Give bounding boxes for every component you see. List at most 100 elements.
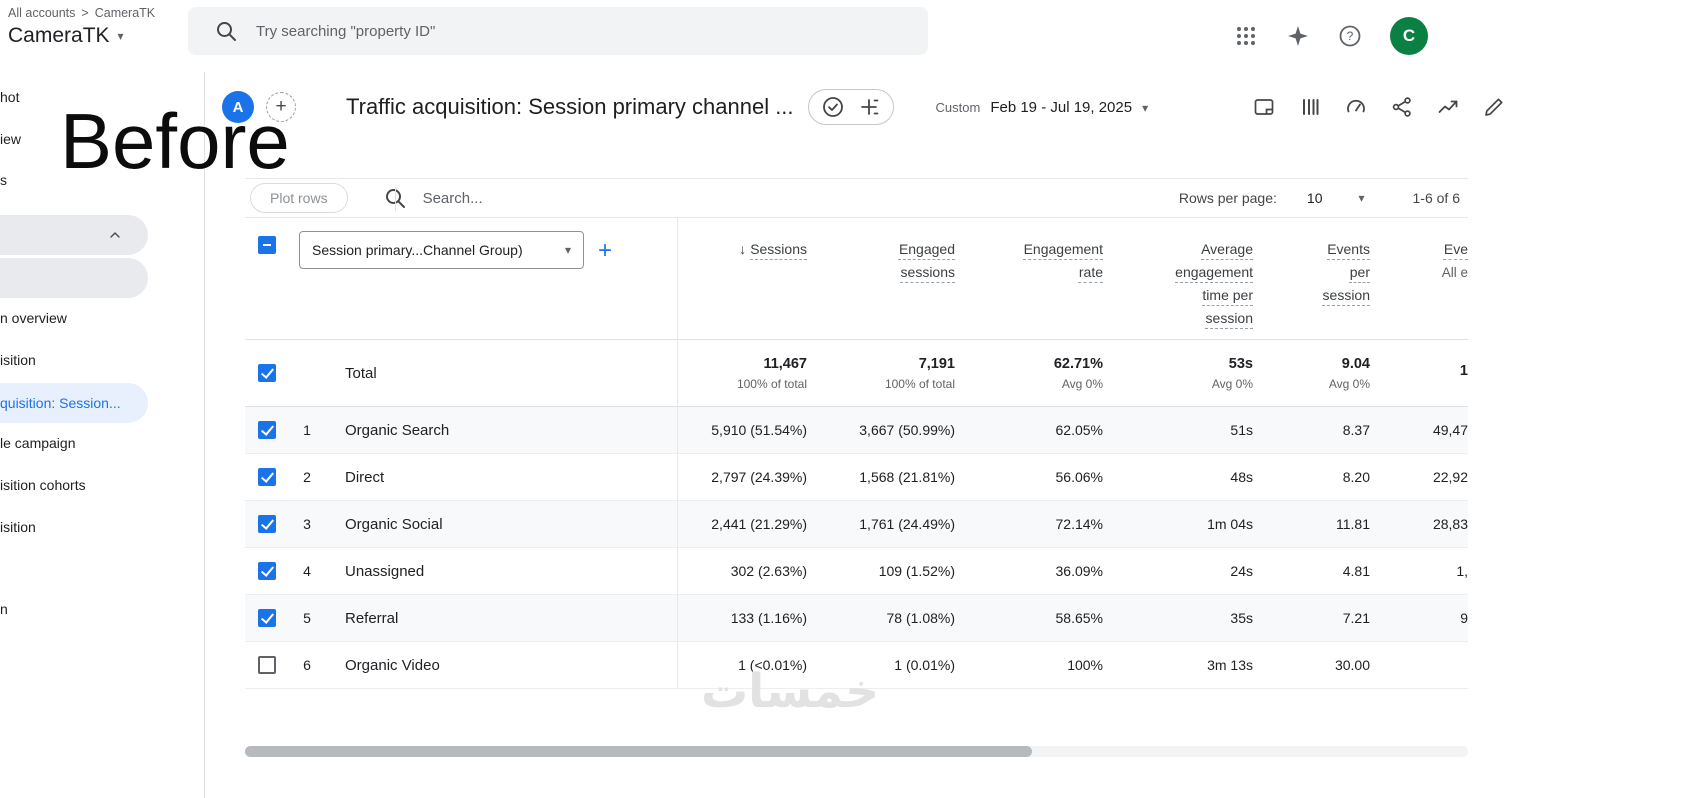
search-placeholder: Try searching "property ID" [256, 22, 436, 40]
sidebar-item-user-acquisition[interactable]: isition [0, 352, 36, 368]
cell-sessions: 133 (1.16%) [730, 610, 807, 626]
date-preset-label: Custom [935, 99, 981, 115]
topbar: All accounts > CameraTK CameraTK ▾ Try s… [0, 0, 1568, 72]
sidebar-item-snapshot[interactable]: hot [0, 89, 20, 105]
breadcrumb-root[interactable]: All accounts [8, 6, 76, 20]
account-brand: All accounts > CameraTK CameraTK ▾ [8, 6, 155, 48]
rows-per-page-select[interactable]: 10 [1306, 190, 1323, 206]
table-row[interactable]: 2 Direct 2,797 (24.39%) 1,568 (21.81%) 5… [245, 454, 1468, 501]
channel-name: Organic Video [345, 656, 440, 674]
compare-bars-icon[interactable] [1298, 95, 1322, 119]
channel-name: Organic Search [345, 421, 450, 439]
chevron-down-icon[interactable]: ▾ [1358, 191, 1365, 205]
topbar-actions: ? C [1234, 0, 1428, 72]
edit-pencil-icon[interactable] [1482, 95, 1506, 119]
date-range-picker[interactable]: Custom Feb 19 - Jul 19, 2025 ▾ [936, 99, 1149, 116]
cell-engagement-rate: 62.05% [1055, 422, 1103, 438]
chevron-down-icon: ▾ [117, 29, 124, 43]
comparison-chip[interactable]: A [222, 91, 254, 123]
cell-engagement-rate: 100% [1067, 657, 1103, 673]
user-avatar[interactable]: C [1390, 17, 1428, 55]
sidebar-item-acquisition-cohorts[interactable]: isition cohorts [0, 477, 86, 493]
help-icon[interactable]: ? [1338, 24, 1362, 48]
dimension-selector-dropdown[interactable]: Session primary...Channel Group) ▾ [299, 231, 584, 269]
row-checkbox[interactable] [258, 609, 276, 627]
sidebar-item-google-campaign[interactable]: le campaign [0, 435, 76, 451]
table-body: 1 Organic Search 5,910 (51.54%) 3,667 (5… [245, 407, 1468, 689]
chevron-down-icon: ▾ [1142, 100, 1149, 115]
report-header: A + Traffic acquisition: Session primary… [205, 72, 1568, 142]
sidebar-item-partial[interactable]: n [0, 601, 8, 617]
table-header-row: Session primary...Channel Group) ▾ + ↓ Se… [245, 218, 1468, 340]
total-checkbox[interactable] [258, 364, 276, 382]
global-search-input[interactable]: Try searching "property ID" [188, 7, 928, 55]
cell-sessions: 5,910 (51.54%) [711, 422, 807, 438]
add-dimension-button[interactable]: + [598, 237, 613, 264]
add-note-icon[interactable] [1252, 95, 1276, 119]
horizontal-scrollbar-track[interactable] [245, 746, 1468, 757]
sidebar-item-pages[interactable]: s [0, 172, 7, 188]
total-label: Total [345, 364, 377, 382]
column-header-engagement-rate[interactable]: Engagement rate [1023, 241, 1103, 280]
breadcrumb[interactable]: All accounts > CameraTK [8, 6, 155, 20]
sidebar-item-overview[interactable]: iew [0, 131, 22, 147]
table-row[interactable]: 5 Referral 133 (1.16%) 78 (1.08%) 58.65%… [245, 595, 1468, 642]
benchmark-gauge-icon[interactable] [1344, 95, 1368, 119]
breadcrumb-current[interactable]: CameraTK [94, 6, 156, 20]
column-header-engaged-sessions[interactable]: Engaged sessions [898, 241, 955, 280]
select-all-checkbox[interactable] [258, 236, 276, 254]
table-search-input[interactable]: Search... [383, 186, 483, 210]
share-icon[interactable] [1390, 95, 1414, 119]
cell-sessions: 2,797 (24.39%) [711, 469, 807, 485]
pagination-controls: Rows per page: 10 ▾ 1-6 of 6 [1179, 190, 1468, 206]
table-row[interactable]: 1 Organic Search 5,910 (51.54%) 3,667 (5… [245, 407, 1468, 454]
report-table-card: Plot rows Search... Rows per page: 10 ▾ … [245, 178, 1468, 689]
sidebar-collapse-pill[interactable] [0, 215, 148, 255]
svg-text:?: ? [1347, 29, 1354, 43]
date-range-text: Feb 19 - Jul 19, 2025 [990, 98, 1133, 116]
insights-chart-icon[interactable] [1436, 95, 1460, 119]
row-checkbox[interactable] [258, 421, 276, 439]
cell-events-per-session: 8.37 [1342, 422, 1370, 438]
channel-name: Organic Social [345, 515, 443, 533]
cell-engagement-rate: 36.09% [1055, 563, 1103, 579]
sidebar-item-acquisition[interactable]: isition [0, 519, 36, 535]
cell-avg-engagement-time: 24s [1230, 563, 1253, 579]
insights-sparkle-icon[interactable] [1286, 24, 1310, 48]
data-table: Session primary...Channel Group) ▾ + ↓ Se… [245, 218, 1468, 689]
cell-engagement-rate: 56.06% [1055, 469, 1103, 485]
cell-engagement-rate: 72.14% [1055, 516, 1103, 532]
cell-engagement-rate: 58.65% [1055, 610, 1103, 626]
apps-grid-icon[interactable] [1234, 24, 1258, 48]
cell-sessions: 1 (<0.01%) [738, 657, 807, 673]
row-checkbox[interactable] [258, 656, 276, 674]
row-checkbox[interactable] [258, 468, 276, 486]
property-selector[interactable]: CameraTK ▾ [8, 24, 155, 48]
add-comparison-button[interactable]: + [266, 92, 296, 122]
cell-avg-engagement-time: 51s [1230, 422, 1253, 438]
main-content: A + Traffic acquisition: Session primary… [205, 72, 1568, 798]
table-row[interactable]: 6 Organic Video 1 (<0.01%) 1 (0.01%) 100… [245, 642, 1468, 689]
row-checkbox[interactable] [258, 562, 276, 580]
sidebar-item-traffic-acquisition-active[interactable]: quisition: Session... [0, 383, 148, 423]
cell-events-per-session: 7.21 [1342, 610, 1370, 626]
table-row[interactable]: 4 Unassigned 302 (2.63%) 109 (1.52%) 36.… [245, 548, 1468, 595]
cell-sessions: 2,441 (21.29%) [711, 516, 807, 532]
row-index: 5 [303, 610, 311, 626]
event-count-filter-label: All e [1441, 265, 1468, 280]
table-row[interactable]: 3 Organic Social 2,441 (21.29%) 1,761 (2… [245, 501, 1468, 548]
sidebar-item-acquisition-overview[interactable]: n overview [0, 310, 67, 326]
plot-rows-button[interactable]: Plot rows [250, 183, 348, 213]
column-header-sessions[interactable]: ↓ Sessions [739, 241, 807, 257]
horizontal-scrollbar-thumb[interactable] [245, 746, 1032, 757]
column-header-events-per-session[interactable]: Events per session [1322, 241, 1370, 303]
column-header-event-count[interactable]: Eve All e [1370, 218, 1468, 339]
column-header-avg-engagement-time[interactable]: Average engagement time per session [1175, 241, 1253, 326]
table-search-placeholder: Search... [422, 189, 483, 207]
customize-report-icon[interactable] [857, 95, 881, 119]
cell-avg-engagement-time: 3m 13s [1207, 657, 1253, 673]
row-checkbox[interactable] [258, 515, 276, 533]
table-total-row: Total 11,467 100% of total 7,191 100% of t… [245, 340, 1468, 407]
sidebar-section-pill[interactable] [0, 258, 148, 298]
report-status-pill[interactable] [807, 89, 894, 125]
